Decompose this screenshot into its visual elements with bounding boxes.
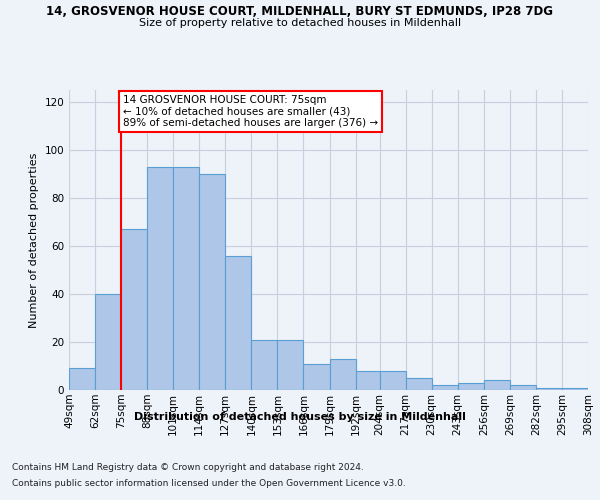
Text: Size of property relative to detached houses in Mildenhall: Size of property relative to detached ho… bbox=[139, 18, 461, 28]
Bar bbox=[484, 380, 510, 390]
Bar bbox=[510, 385, 536, 390]
Bar bbox=[458, 383, 484, 390]
Bar bbox=[304, 364, 329, 390]
Bar bbox=[431, 385, 458, 390]
Bar bbox=[199, 174, 226, 390]
Bar bbox=[356, 371, 380, 390]
Text: Distribution of detached houses by size in Mildenhall: Distribution of detached houses by size … bbox=[134, 412, 466, 422]
Bar bbox=[69, 368, 95, 390]
Bar bbox=[536, 388, 562, 390]
Text: Contains HM Land Registry data © Crown copyright and database right 2024.: Contains HM Land Registry data © Crown c… bbox=[12, 462, 364, 471]
Bar bbox=[95, 294, 121, 390]
Y-axis label: Number of detached properties: Number of detached properties bbox=[29, 152, 39, 328]
Bar bbox=[173, 167, 199, 390]
Bar bbox=[147, 167, 173, 390]
Bar bbox=[406, 378, 431, 390]
Text: Contains public sector information licensed under the Open Government Licence v3: Contains public sector information licen… bbox=[12, 479, 406, 488]
Text: 14, GROSVENOR HOUSE COURT, MILDENHALL, BURY ST EDMUNDS, IP28 7DG: 14, GROSVENOR HOUSE COURT, MILDENHALL, B… bbox=[47, 5, 554, 18]
Bar bbox=[562, 388, 588, 390]
Bar bbox=[121, 229, 147, 390]
Bar bbox=[251, 340, 277, 390]
Bar bbox=[380, 371, 406, 390]
Text: 14 GROSVENOR HOUSE COURT: 75sqm
← 10% of detached houses are smaller (43)
89% of: 14 GROSVENOR HOUSE COURT: 75sqm ← 10% of… bbox=[123, 95, 378, 128]
Bar bbox=[226, 256, 251, 390]
Bar bbox=[329, 359, 356, 390]
Bar bbox=[277, 340, 304, 390]
